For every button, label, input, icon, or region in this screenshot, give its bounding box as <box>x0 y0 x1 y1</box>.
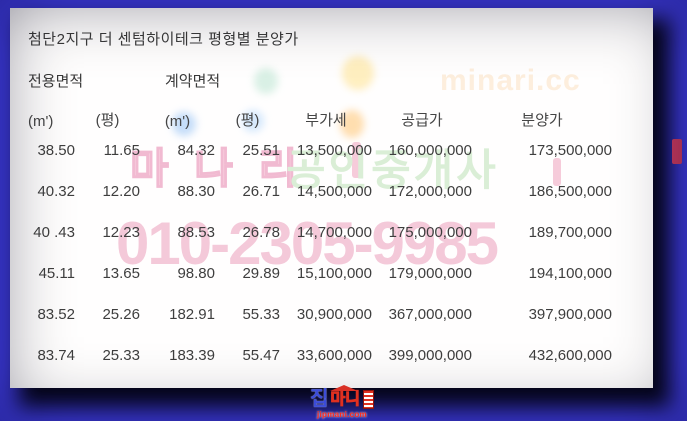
table-cell: 14,500,000 <box>296 183 372 200</box>
table-cell: 397,900,000 <box>528 306 612 323</box>
table-cell: 88.53 <box>177 224 215 241</box>
table-cell: 33,600,000 <box>296 347 372 364</box>
table-cell: 194,100,000 <box>528 265 612 282</box>
table-row: 40 .43 12.23 88.53 26.78 14,700,000 175,… <box>28 212 612 253</box>
table-cell: 399,000,000 <box>388 347 472 364</box>
column-header: 분양가 <box>521 112 563 129</box>
table-cell: 55.47 <box>242 347 280 364</box>
table-cell: 160,000,000 <box>388 142 472 159</box>
watermark-phone: 010-2305-9985 <box>116 210 499 277</box>
table-cell: 11.65 <box>103 142 140 159</box>
table-cell: 40.32 <box>37 183 75 200</box>
column-header: (평) <box>95 112 120 129</box>
table-cell: 15,100,000 <box>296 265 372 282</box>
table-row: 40.32 12.20 88.30 26.71 14,500,000 172,0… <box>28 171 612 212</box>
table-cell: 40 .43 <box>33 224 75 241</box>
table-row: 83.74 25.33 183.39 55.47 33,600,000 399,… <box>28 335 612 376</box>
logo-domain-text: jipmani.com <box>317 410 367 419</box>
column-header: 부가세 <box>305 112 347 129</box>
page-title: 첨단2지구 더 센텀하이테크 평형별 분양가 <box>28 31 299 48</box>
pastel-blob-blue2 <box>242 110 264 132</box>
table-cell: 13,500,000 <box>296 142 372 159</box>
table-cell: 14,700,000 <box>296 224 372 241</box>
table-cell: 12.23 <box>102 224 140 241</box>
table-cell: 83.52 <box>37 306 75 323</box>
table-cell: 88.30 <box>177 183 215 200</box>
watermark-site-url: minari.cc <box>440 64 581 97</box>
house-roof-icon: 마니 <box>330 385 360 409</box>
column-header: 공급가 <box>401 112 443 129</box>
watermark-fragment <box>553 158 561 186</box>
column-group-contract-area: 계약면적 <box>165 73 221 90</box>
table-cell: 30,900,000 <box>296 306 372 323</box>
table-cell: 45.11 <box>38 265 75 282</box>
watermark-fragment-edge <box>672 139 682 164</box>
table-cell: 25.33 <box>102 347 140 364</box>
table-cell: 182.91 <box>169 306 215 323</box>
jipmani-logo-row: 집 마니 <box>301 385 383 410</box>
watermark-fragment <box>352 142 361 178</box>
table-cell: 98.80 <box>177 265 215 282</box>
table-row: 38.50 11.65 84.32 25.51 13,500,000 160,0… <box>28 130 612 171</box>
table-cell: 83.74 <box>37 347 75 364</box>
table-row: 45.11 13.65 98.80 29.89 15,100,000 179,0… <box>28 253 612 294</box>
table-cell: 173,500,000 <box>528 142 612 159</box>
table-cell: 179,000,000 <box>388 265 472 282</box>
table-row: 83.52 25.26 182.91 55.33 30,900,000 367,… <box>28 294 612 335</box>
pastel-blob-yellow <box>342 56 374 90</box>
table-cell: 84.32 <box>177 142 215 159</box>
table-cell: 172,000,000 <box>388 183 472 200</box>
table-cell: 26.71 <box>242 183 280 200</box>
table-cell: 183.39 <box>169 347 215 364</box>
column-header: (평) <box>235 112 260 129</box>
price-sheet-panel: minari.cc 마 나 리 공인중개사 010-2305-9985 첨단2지… <box>10 8 653 388</box>
table-cell: 12.20 <box>102 183 140 200</box>
table-cell: 189,700,000 <box>528 224 612 241</box>
column-header: (m') <box>164 113 191 130</box>
column-group-exclusive-area: 전용면적 <box>28 73 84 90</box>
table-cell: 25.26 <box>102 306 140 323</box>
watermark-agency-type: 공인중개사 <box>286 147 499 195</box>
pastel-blob-orange <box>340 110 364 138</box>
logo-jip-glyph: 집 <box>310 388 329 410</box>
table-cell: 25.51 <box>242 142 280 159</box>
column-header: (m') <box>28 113 54 130</box>
jipmani-logo: 집 마니 jipmani.com <box>301 385 383 419</box>
table-cell: 432,600,000 <box>528 347 612 364</box>
watermark-agency-name: 마 나 리 <box>129 145 305 192</box>
price-table: (m') (평) (m') (평) 부가세 공급가 분양가 38.50 11.6… <box>28 104 612 376</box>
table-cell: 367,000,000 <box>388 306 472 323</box>
pastel-blob-blue <box>172 112 196 136</box>
table-cell: 186,500,000 <box>528 183 612 200</box>
pastel-blob-teal <box>254 68 278 94</box>
table-cell: 29.89 <box>242 265 280 282</box>
table-cell: 175,000,000 <box>388 224 472 241</box>
table-header-row: (m') (평) (m') (평) 부가세 공급가 분양가 <box>28 104 612 130</box>
building-icon <box>362 390 374 409</box>
table-cell: 26.78 <box>242 224 280 241</box>
table-cell: 13.65 <box>102 265 140 282</box>
table-cell: 38.50 <box>37 142 75 159</box>
table-cell: 55.33 <box>242 306 280 323</box>
